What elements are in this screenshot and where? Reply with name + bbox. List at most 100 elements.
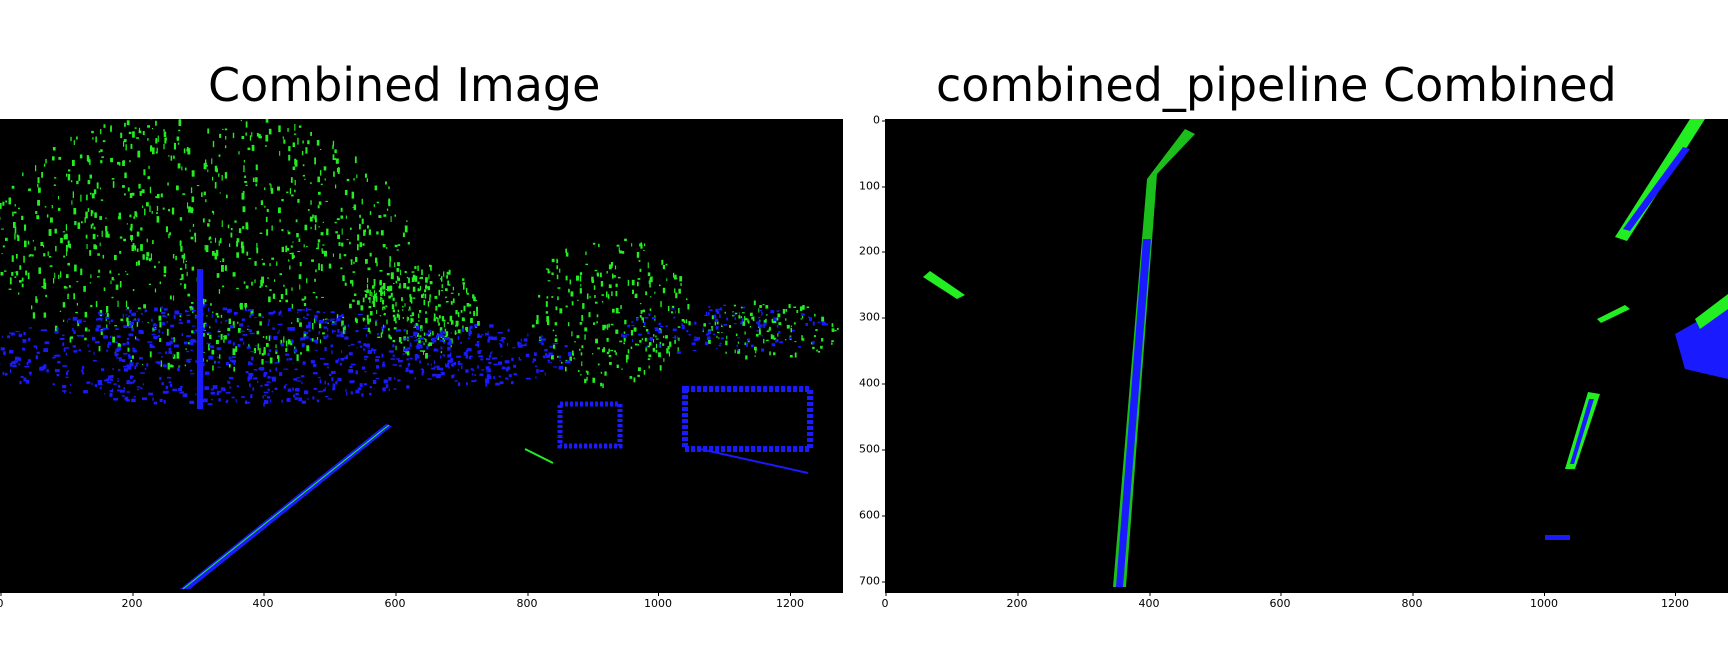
edge-pixel bbox=[585, 251, 587, 256]
edge-pixel bbox=[111, 375, 114, 379]
edge-pixel bbox=[692, 350, 697, 352]
edge-pixel bbox=[547, 280, 551, 282]
edge-pixel bbox=[453, 362, 457, 366]
edge-pixel bbox=[608, 284, 612, 289]
edge-pixel bbox=[636, 317, 639, 321]
edge-pixel bbox=[13, 222, 16, 228]
edge-pixel bbox=[353, 204, 357, 211]
edge-pixel bbox=[616, 364, 619, 368]
edge-pixel bbox=[147, 138, 149, 141]
edge-pixel bbox=[309, 216, 313, 222]
edge-pixel bbox=[446, 275, 448, 279]
edge-pixel bbox=[212, 251, 215, 256]
edge-pixel bbox=[594, 295, 596, 299]
edge-pixel bbox=[156, 216, 160, 223]
edge-pixel bbox=[441, 276, 443, 282]
edge-pixel bbox=[536, 369, 539, 373]
edge-pixel bbox=[184, 364, 186, 367]
edge-pixel bbox=[227, 381, 231, 384]
edge-pixel bbox=[413, 324, 416, 327]
edge-pixel bbox=[140, 244, 143, 251]
edge-pixel bbox=[69, 337, 72, 343]
edge-pixel bbox=[417, 265, 419, 271]
edge-pixel bbox=[180, 245, 183, 252]
edge-pixel bbox=[231, 396, 235, 399]
edge-pixel bbox=[163, 266, 167, 274]
edge-pixel bbox=[486, 374, 491, 378]
edge-pixel bbox=[333, 171, 335, 177]
edge-pixel bbox=[131, 355, 134, 359]
edge-pixel bbox=[274, 279, 276, 282]
edge-pixel bbox=[37, 183, 39, 188]
edge-pixel bbox=[477, 333, 480, 336]
edge-pixel bbox=[115, 328, 119, 330]
edge-pixel bbox=[275, 344, 277, 349]
edge-pixel bbox=[202, 304, 207, 306]
edge-pixel bbox=[235, 346, 238, 352]
edge-pixel bbox=[174, 310, 179, 315]
edge-pixel bbox=[639, 268, 642, 272]
edge-pixel bbox=[351, 191, 355, 199]
edge-pixel bbox=[597, 347, 600, 350]
edge-pixel bbox=[117, 380, 119, 382]
edge-pixel bbox=[406, 330, 408, 335]
edge-pixel bbox=[812, 321, 815, 326]
edge-pixel bbox=[254, 261, 257, 266]
edge-pixel bbox=[54, 272, 56, 279]
edge-pixel bbox=[511, 381, 514, 385]
edge-pixel bbox=[296, 380, 301, 382]
edge-pixel bbox=[301, 150, 304, 156]
edge-pixel bbox=[191, 196, 195, 203]
edge-pixel bbox=[110, 157, 113, 163]
edge-pixel bbox=[346, 178, 350, 182]
edge-pixel bbox=[326, 334, 329, 338]
edge-pixel bbox=[272, 327, 275, 330]
edge-pixel bbox=[178, 319, 182, 321]
edge-pixel bbox=[382, 364, 386, 367]
edge-pixel bbox=[375, 292, 377, 295]
edge-pixel bbox=[123, 193, 126, 196]
edge-pixel bbox=[445, 363, 447, 365]
edge-pixel bbox=[318, 201, 322, 205]
edge-pixel bbox=[824, 323, 828, 326]
edge-pixel bbox=[178, 365, 180, 369]
edge-pixel bbox=[160, 307, 162, 312]
edge-pixel bbox=[264, 394, 267, 396]
edge-pixel bbox=[264, 383, 269, 387]
edge-pixel bbox=[637, 344, 639, 346]
edge-pixel bbox=[62, 342, 65, 347]
road-edge-right bbox=[699, 448, 809, 474]
edge-pixel bbox=[283, 336, 285, 343]
edge-pixel bbox=[532, 361, 534, 363]
edge-pixel bbox=[14, 226, 17, 234]
edge-pixel bbox=[256, 247, 259, 254]
edge-pixel bbox=[764, 325, 766, 328]
edge-pixel bbox=[264, 205, 266, 208]
edge-pixel bbox=[645, 346, 648, 348]
edge-pixel bbox=[314, 224, 317, 231]
edge-pixel bbox=[788, 336, 792, 340]
edge-pixel bbox=[481, 334, 484, 336]
edge-pixel bbox=[189, 229, 191, 232]
edge-pixel bbox=[201, 192, 203, 197]
edge-pixel bbox=[300, 309, 306, 311]
edge-pixel bbox=[97, 276, 100, 278]
edge-pixel bbox=[162, 314, 166, 317]
edge-pixel bbox=[142, 397, 147, 401]
edge-pixel bbox=[339, 253, 341, 259]
edge-pixel bbox=[214, 165, 218, 172]
edge-pixel bbox=[16, 254, 18, 259]
edge-pixel bbox=[315, 269, 317, 273]
edge-pixel bbox=[176, 185, 179, 191]
edge-pixel bbox=[733, 314, 736, 316]
edge-pixel bbox=[360, 305, 364, 311]
edge-pixel bbox=[674, 339, 676, 344]
edge-pixel bbox=[283, 284, 285, 287]
edge-pixel bbox=[251, 313, 254, 316]
edge-pixel bbox=[115, 341, 118, 343]
edge-pixel bbox=[210, 303, 212, 306]
edge-pixel bbox=[718, 308, 723, 311]
edge-pixel bbox=[141, 321, 143, 323]
edge-pixel bbox=[100, 149, 103, 152]
edge-pixel bbox=[81, 334, 84, 337]
